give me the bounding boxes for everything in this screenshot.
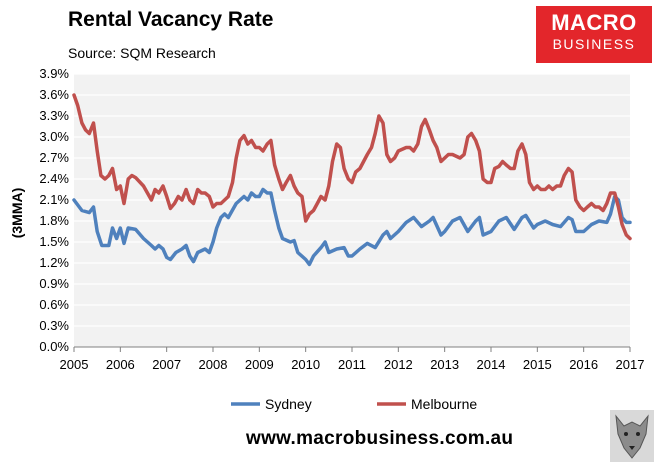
y-tick-label: 0.9%	[39, 276, 69, 291]
y-tick-label: 1.8%	[39, 213, 69, 228]
logo-line-1: MACRO	[551, 10, 637, 35]
wolf-logo-icon	[610, 410, 654, 462]
x-tick-label: 2013	[430, 357, 459, 372]
legend-sydney-label: Sydney	[265, 396, 312, 412]
y-axis-label: (3MMA)	[9, 188, 25, 239]
y-tick-label: 1.2%	[39, 255, 69, 270]
y-tick-label: 1.5%	[39, 234, 69, 249]
series-line-melbourne	[72, 93, 632, 241]
macrobusiness-logo: MACRO BUSINESS	[536, 6, 652, 63]
y-tick-label: 2.7%	[39, 150, 69, 165]
x-tick-label: 2010	[291, 357, 320, 372]
x-tick-label: 2017	[616, 357, 645, 372]
x-tick-label: 2009	[245, 357, 274, 372]
y-tick-label: 3.3%	[39, 108, 69, 123]
legend-melbourne-label: Melbourne	[411, 396, 477, 412]
logo-line-2: BUSINESS	[552, 36, 636, 52]
x-tick-label: 2005	[60, 357, 89, 372]
plot-area	[74, 74, 630, 347]
x-tick-label: 2006	[106, 357, 135, 372]
y-axis-tick-labels: 0.0% 0.3% 0.6% 0.9% 1.2% 1.5% 1.8% 2.1% 2.4% 2.7%…	[39, 66, 69, 354]
chart-subtitle: Source: SQM Research	[68, 45, 216, 61]
series-line-sydney	[72, 187, 632, 267]
y-tick-label: 3.0%	[39, 129, 69, 144]
line-chart: 0.0% 0.3% 0.6% 0.9% 1.2% 1.5% 1.8% 2.1% 2.4% 2.7%…	[9, 66, 645, 412]
y-tick-label: 0.3%	[39, 318, 69, 333]
y-tick-label: 2.1%	[39, 192, 69, 207]
legend: Sydney Melbourne	[231, 396, 477, 412]
y-tick-label: 0.0%	[39, 339, 69, 354]
x-tick-label: 2007	[152, 357, 181, 372]
x-tick-label: 2016	[569, 357, 598, 372]
chart-title: Rental Vacancy Rate	[68, 8, 274, 31]
y-tick-label: 2.4%	[39, 171, 69, 186]
x-tick-label: 2008	[199, 357, 228, 372]
website-url: www.macrobusiness.com.au	[246, 428, 514, 449]
y-tick-label: 3.9%	[39, 66, 69, 81]
gridlines	[74, 73, 630, 327]
x-tick-label: 2015	[523, 357, 552, 372]
series-lines	[72, 93, 632, 267]
y-tick-label: 0.6%	[39, 297, 69, 312]
y-tick-label: 3.6%	[39, 87, 69, 102]
x-tick-label: 2014	[477, 357, 506, 372]
x-tick-label: 2011	[338, 357, 366, 372]
x-tick-label: 2012	[384, 357, 413, 372]
x-axis-tick-labels: 2005 2006 2007 2008 2009 2010 2011 2012 2013 2014…	[60, 347, 645, 372]
